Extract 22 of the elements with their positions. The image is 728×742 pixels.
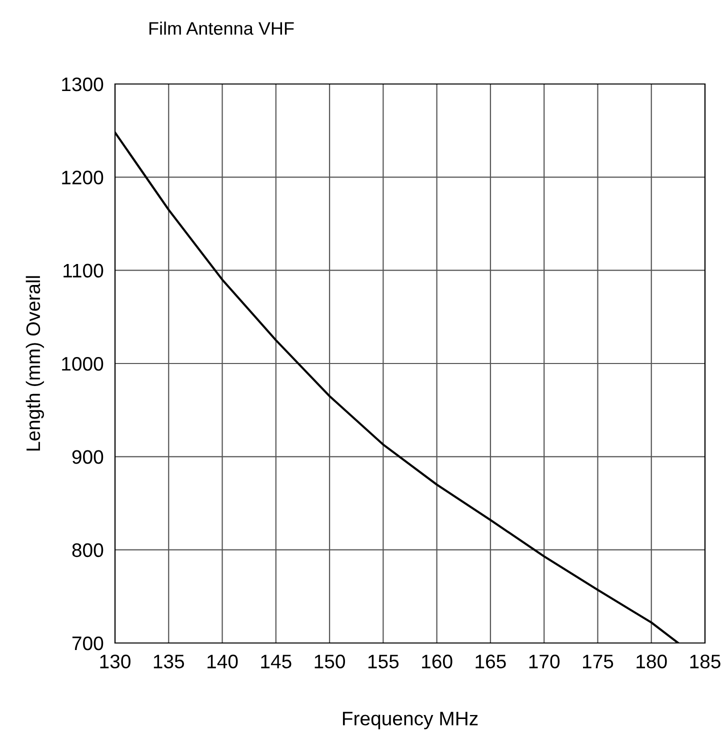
y-tick-label: 1300 [62,77,104,92]
x-tick-label: 165 [476,654,506,668]
x-tick-label: 185 [690,654,720,668]
x-tick-label: 145 [261,654,292,668]
x-tick-label: 135 [154,654,184,668]
x-tick-label: 170 [529,654,560,668]
chart-title: Film Antenna VHF [149,22,294,35]
y-tick-label: 1000 [62,356,104,371]
x-axis-title: Frequency MHz [342,712,478,730]
y-tick-label: 1100 [64,264,104,278]
x-tick-label: 180 [636,654,667,668]
x-tick-label: 130 [100,654,130,668]
x-tick-label: 175 [582,654,614,668]
y-tick-label: 1200 [62,170,104,184]
x-tick-label: 150 [314,654,346,668]
y-tick-label: 700 [72,636,104,650]
x-tick-label: 160 [422,654,452,668]
y-tick-label: 900 [72,450,104,464]
y-tick-label: 800 [72,543,104,558]
y-axis-title: Length (mm) Overall [26,276,44,451]
x-tick-label: 155 [368,654,399,668]
x-tick-label: 140 [208,654,238,668]
